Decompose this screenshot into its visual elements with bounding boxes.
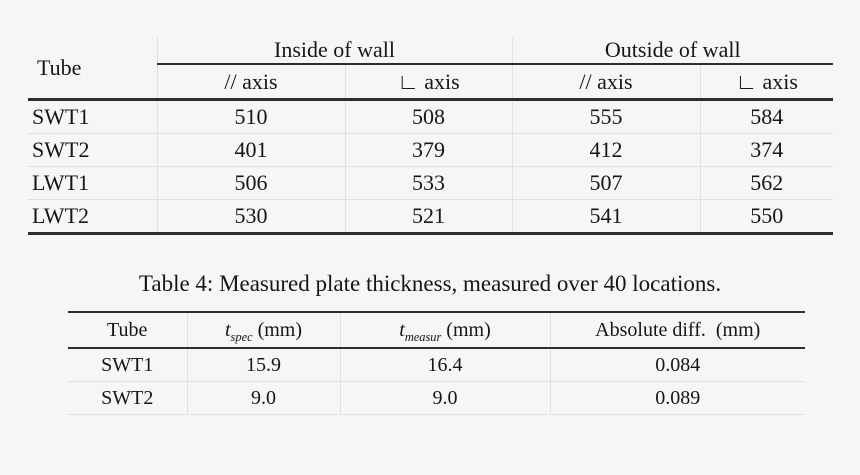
table-row-swt2: SWT2 401 379 412 374 xyxy=(28,133,833,167)
table-cell: 510 xyxy=(156,99,345,134)
wall-measurements-table: Tube Inside of wall Outside of wall // a… xyxy=(28,37,833,235)
column-header-t-measur: tmeasur (mm) xyxy=(339,311,550,349)
group-header-outside-of-wall: Outside of wall xyxy=(511,37,833,65)
axis-subheader-row: // axis ∟ axis // axis ∟ axis xyxy=(28,64,833,101)
t-spec-symbol: t xyxy=(224,318,231,341)
table-cell: 9.0 xyxy=(186,381,340,415)
table-cell: 550 xyxy=(699,199,833,235)
table-cell: 0.084 xyxy=(549,348,805,382)
table-row-swt2: SWT2 9.0 9.0 0.089 xyxy=(68,381,805,415)
table-cell: 584 xyxy=(699,99,833,134)
table-cell: 401 xyxy=(156,133,345,167)
table-row-lwt1: LWT1 506 533 507 562 xyxy=(28,166,833,200)
table-row-swt1: SWT1 510 508 555 584 xyxy=(28,99,833,134)
tube-corner-header: Tube xyxy=(28,37,157,101)
table-row-lwt2: LWT2 530 521 541 550 xyxy=(28,199,833,235)
table-cell: 530 xyxy=(156,199,345,235)
column-header-absolute-diff: Absolute diff. (mm) xyxy=(549,311,805,349)
group-header-row: Tube Inside of wall Outside of wall xyxy=(28,37,833,101)
row-label: LWT1 xyxy=(28,166,157,200)
table-cell: 16.4 xyxy=(339,348,550,382)
t-spec-unit: (mm) xyxy=(252,318,303,341)
row-label: SWT2 xyxy=(68,381,187,415)
t-measur-subscript: measur xyxy=(404,329,442,344)
subheader-inside-parallel-axis: // axis xyxy=(156,64,345,101)
table-cell: 507 xyxy=(511,166,700,200)
table-cell: 562 xyxy=(699,166,833,200)
table4-caption: Table 4: Measured plate thickness, measu… xyxy=(138,271,722,296)
subheader-outside-parallel-axis: // axis xyxy=(511,64,700,101)
group-header-inside-of-wall: Inside of wall xyxy=(156,37,512,65)
table-cell: 9.0 xyxy=(339,381,550,415)
table-cell: 541 xyxy=(511,199,700,235)
plate-thickness-table: Tube tspec (mm) tmeasur (mm) Absolute di… xyxy=(68,311,805,415)
row-label: LWT2 xyxy=(28,199,157,235)
table-row-swt1: SWT1 15.9 16.4 0.084 xyxy=(68,348,805,382)
table-cell: 555 xyxy=(511,99,700,134)
t-measur-unit: (mm) xyxy=(441,318,491,341)
table-cell: 521 xyxy=(344,199,512,235)
subheader-outside-perpendicular-axis: ∟ axis xyxy=(699,64,833,101)
table-cell: 15.9 xyxy=(186,348,340,382)
table-cell: 374 xyxy=(699,133,833,167)
t-measur-symbol: t xyxy=(399,318,405,341)
table-cell: 412 xyxy=(511,133,700,167)
header-row: Tube tspec (mm) tmeasur (mm) Absolute di… xyxy=(68,311,805,349)
table-cell: 533 xyxy=(344,166,512,200)
table-cell: 379 xyxy=(344,133,512,167)
table-cell: 0.089 xyxy=(549,381,805,415)
column-header-tube: Tube xyxy=(68,311,187,349)
row-label: SWT2 xyxy=(28,133,157,167)
table-cell: 508 xyxy=(344,99,512,134)
subheader-inside-perpendicular-axis: ∟ axis xyxy=(344,64,512,101)
row-label: SWT1 xyxy=(101,353,154,376)
column-header-t-spec: tspec (mm) xyxy=(186,311,340,349)
t-spec-subscript: spec xyxy=(230,329,253,344)
row-label: SWT1 xyxy=(32,104,90,129)
table-cell: 506 xyxy=(156,166,345,200)
